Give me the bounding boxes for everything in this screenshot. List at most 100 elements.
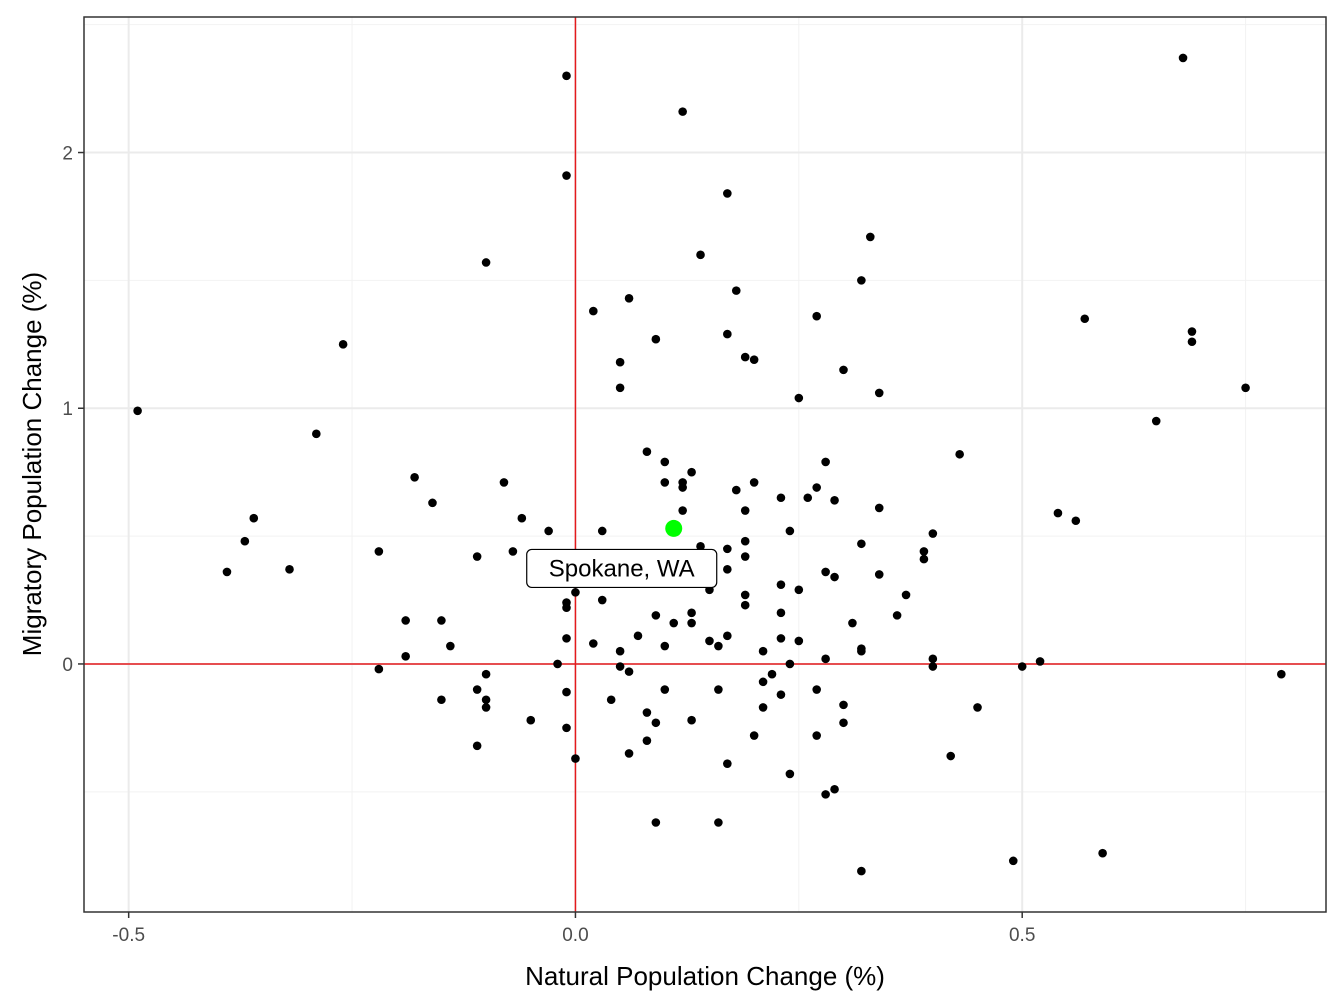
data-point: [758, 646, 768, 656]
data-point: [624, 749, 634, 758]
data-point: [794, 636, 804, 646]
highlight-label: Spokane, WA: [549, 555, 695, 582]
data-point: [544, 526, 553, 536]
data-point: [767, 669, 777, 679]
data-point: [696, 542, 705, 551]
data-point: [562, 603, 571, 612]
data-point: [776, 690, 786, 699]
data-point: [901, 590, 911, 600]
data-point: [401, 616, 410, 625]
data-point: [848, 618, 857, 628]
data-point: [749, 731, 759, 740]
data-point: [687, 618, 696, 628]
data-point: [892, 611, 902, 620]
data-point: [472, 741, 482, 751]
data-point: [446, 641, 455, 651]
data-point: [839, 365, 848, 375]
data-point: [874, 570, 884, 579]
data-point: [678, 107, 687, 116]
data-point: [776, 580, 786, 589]
data-point: [705, 636, 714, 646]
data-point: [571, 754, 580, 763]
data-point: [553, 659, 562, 669]
data-point: [562, 634, 571, 643]
x-tick-label: 0.5: [1009, 925, 1035, 946]
data-point: [642, 447, 652, 457]
data-point: [687, 467, 696, 477]
data-point: [776, 493, 786, 503]
data-point: [723, 544, 732, 554]
y-axis-title: Migratory Population Change (%): [17, 272, 47, 656]
highlight-point: [665, 519, 683, 537]
data-point: [740, 552, 750, 561]
x-tick-label: 0.0: [562, 925, 588, 946]
data-point: [651, 718, 661, 728]
data-point: [803, 493, 813, 503]
data-point: [812, 685, 821, 694]
data-point: [589, 639, 598, 648]
data-point: [481, 695, 491, 705]
data-point: [740, 600, 750, 610]
data-point: [723, 329, 732, 339]
data-point: [919, 547, 929, 556]
data-point: [740, 536, 750, 546]
data-point: [1178, 53, 1188, 63]
data-point: [1098, 848, 1107, 858]
data-point: [874, 388, 884, 398]
data-point: [955, 449, 964, 459]
data-point: [696, 250, 705, 260]
data-point: [1017, 662, 1027, 671]
y-tick-label: 2: [62, 144, 73, 165]
data-point: [374, 547, 384, 556]
data-point: [597, 595, 607, 605]
data-point: [723, 759, 732, 768]
data-point: [660, 457, 670, 467]
data-point: [562, 687, 571, 697]
data-point: [830, 784, 839, 794]
data-point: [651, 334, 661, 344]
data-point: [830, 496, 839, 505]
data-point: [946, 751, 956, 761]
data-point: [312, 429, 321, 439]
data-point: [857, 539, 866, 549]
data-point: [812, 311, 821, 321]
data-point: [571, 588, 580, 597]
data-point: [776, 634, 786, 643]
data-point: [1053, 508, 1063, 518]
data-point: [857, 646, 866, 656]
data-point: [973, 703, 982, 712]
data-point: [794, 585, 804, 595]
data-point: [776, 608, 786, 618]
data-point: [517, 513, 527, 523]
y-tick-label: 0: [62, 655, 73, 676]
data-point: [1151, 416, 1161, 426]
data-point: [222, 567, 232, 577]
data-point: [821, 654, 830, 664]
y-tick-label: 1: [62, 399, 73, 420]
data-point: [437, 695, 446, 705]
data-point: [660, 685, 670, 694]
data-point: [472, 552, 482, 561]
data-point: [740, 352, 750, 362]
data-point: [857, 866, 866, 876]
data-point: [589, 306, 598, 316]
x-axis-title: Natural Population Change (%): [525, 961, 885, 991]
data-point: [839, 700, 848, 710]
data-point: [928, 529, 938, 538]
data-point: [615, 662, 625, 671]
data-point: [1277, 669, 1286, 679]
data-point: [678, 483, 687, 492]
data-point: [839, 718, 848, 728]
data-point: [731, 485, 741, 495]
data-point: [821, 567, 830, 577]
data-point: [472, 685, 482, 694]
highlight-label-box: [526, 548, 718, 589]
data-point: [1187, 337, 1197, 347]
data-point: [562, 723, 571, 733]
data-point: [1080, 314, 1090, 324]
data-point: [508, 547, 518, 556]
data-point: [642, 708, 652, 717]
data-point: [919, 554, 929, 564]
data-points: [133, 53, 1286, 876]
data-point: [481, 258, 491, 267]
